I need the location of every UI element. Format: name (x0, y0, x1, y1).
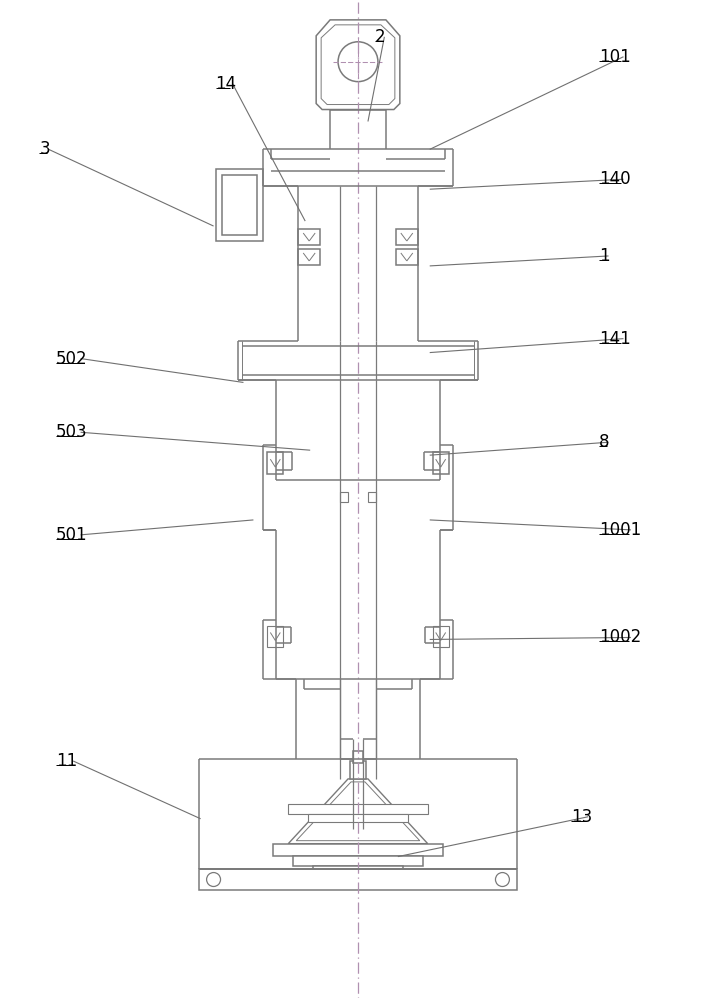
Text: 101: 101 (599, 48, 631, 66)
Bar (299, 229, 320, 245)
Text: 14: 14 (216, 75, 237, 93)
Bar (432, 452, 449, 474)
Bar (267, 452, 284, 474)
Bar (294, 856, 422, 866)
Bar (313, 866, 403, 874)
Bar (221, 175, 257, 235)
Bar (368, 492, 376, 502)
Polygon shape (316, 20, 400, 110)
Text: 503: 503 (56, 423, 88, 441)
Text: 1001: 1001 (599, 521, 642, 539)
Bar (198, 869, 518, 890)
Polygon shape (289, 779, 427, 844)
Text: 2: 2 (375, 28, 385, 46)
Text: 1: 1 (599, 247, 610, 265)
Circle shape (207, 873, 221, 886)
Text: 141: 141 (599, 330, 631, 348)
Text: 8: 8 (599, 433, 609, 451)
Text: 502: 502 (56, 350, 88, 368)
Text: 13: 13 (571, 808, 592, 826)
Bar (289, 804, 427, 814)
Text: 1002: 1002 (599, 628, 642, 646)
Circle shape (338, 42, 378, 82)
Bar (267, 626, 284, 647)
Bar (396, 249, 417, 265)
Bar (396, 229, 417, 245)
Circle shape (495, 873, 509, 886)
Text: 140: 140 (599, 170, 631, 188)
Bar (340, 492, 348, 502)
Bar (299, 249, 320, 265)
Bar (216, 169, 263, 241)
Bar (308, 814, 408, 822)
Text: 11: 11 (56, 752, 77, 770)
Text: 501: 501 (56, 526, 88, 544)
Bar (350, 761, 366, 779)
Text: 3: 3 (39, 140, 50, 158)
Bar (432, 626, 449, 647)
Bar (274, 844, 442, 856)
Bar (353, 751, 363, 763)
